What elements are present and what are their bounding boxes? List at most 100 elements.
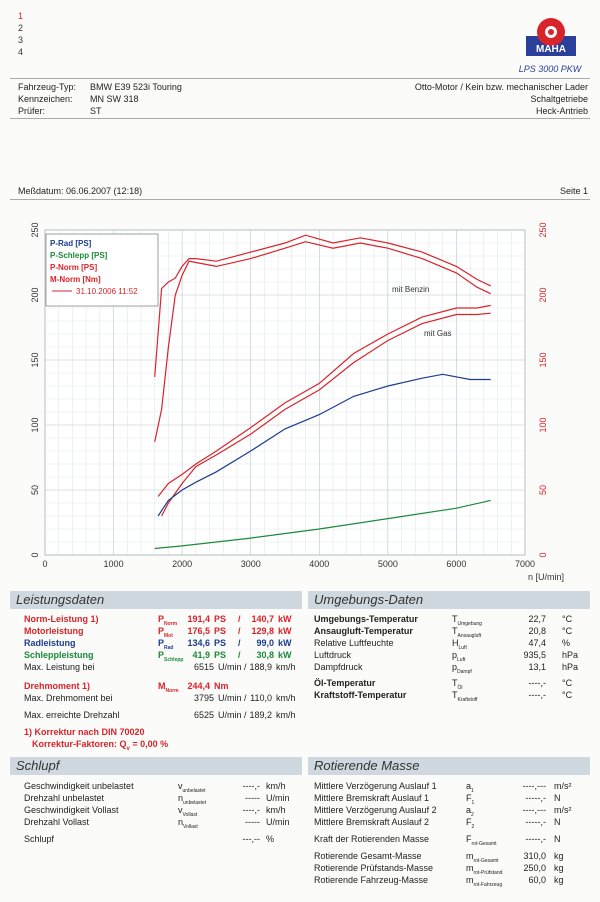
correction-note: 1) Korrektur nach DIN 70020 bbox=[24, 727, 145, 737]
formula-symbol: nunbelastet bbox=[178, 793, 207, 806]
ambient-label: Öl-Temperatur bbox=[314, 678, 376, 688]
separator: / bbox=[238, 626, 241, 636]
ambient-label: Luftdruck bbox=[314, 650, 352, 660]
chart-curves bbox=[154, 234, 491, 550]
rotating-mass-value: -----,- bbox=[525, 817, 546, 827]
ambient-value: 22,7 bbox=[528, 614, 546, 624]
rotating-mass-label: Rotierende Prüfstands-Masse bbox=[314, 863, 434, 873]
series-line bbox=[154, 499, 491, 550]
max-power-speed-unit: km/h bbox=[276, 662, 296, 672]
ambient-value: 13,1 bbox=[528, 662, 546, 672]
x-tick-label: 3000 bbox=[241, 559, 261, 569]
rotating-mass-label: Kraft der Rotierenden Masse bbox=[314, 834, 430, 844]
rotating-mass-unit: N bbox=[554, 817, 561, 827]
ambient-unit: °C bbox=[562, 614, 573, 624]
rotating-mass-value: ----,--- bbox=[522, 781, 546, 791]
rotating-mass-value: ----,--- bbox=[522, 805, 546, 815]
vehicle-value: BMW E39 523i Touring bbox=[90, 82, 182, 92]
y-tick-label-right: 0 bbox=[538, 552, 548, 557]
torque-unit: Nm bbox=[214, 681, 229, 691]
y-tick-label-right: 250 bbox=[538, 222, 548, 237]
measure-date: Meßdatum: 06.06.2007 (12:18) bbox=[18, 186, 143, 196]
y-tick-label-left: 150 bbox=[30, 352, 40, 367]
max-power-label: Max. Leistung bei bbox=[24, 662, 95, 672]
max-torque-label: Max. Drehmoment bei bbox=[24, 693, 113, 703]
series-line bbox=[161, 312, 491, 517]
slip-label: Geschwindigkeit unbelastet bbox=[24, 781, 134, 791]
slip-label: Drehzahl Vollast bbox=[24, 817, 90, 827]
power-value-kw: 140,7 bbox=[251, 614, 274, 624]
x-axis-label: n [U/min] bbox=[528, 572, 564, 582]
legend-entry: P-Rad [PS] bbox=[50, 239, 92, 248]
rotating-mass-value: -----,- bbox=[525, 793, 546, 803]
panel-title-schlupf: Schlupf bbox=[10, 757, 302, 775]
slip-unit: % bbox=[266, 834, 275, 844]
ambient-label: Relative Luftfeuchte bbox=[314, 638, 394, 648]
engine-info: Otto-Motor / Kein bzw. mechanischer Lade… bbox=[414, 82, 588, 92]
ambient-label: Umgebungs-Temperatur bbox=[314, 614, 418, 624]
slip-value: ----- bbox=[245, 793, 260, 803]
gearbox-info: Schaltgetriebe bbox=[530, 94, 588, 104]
max-torque-speed: 110,0 bbox=[250, 693, 272, 703]
annotation-gas: mit Gas bbox=[424, 329, 452, 338]
formula-symbol: PSchlepp bbox=[158, 650, 184, 663]
chart-legend: P-Rad [PS] P-Schlepp [PS] P-Norm [PS] M-Nor… bbox=[45, 233, 159, 307]
slip-unit: U/min bbox=[266, 817, 290, 827]
x-tick-label: 0 bbox=[42, 559, 47, 569]
rotating-mass-unit: kg bbox=[554, 863, 564, 873]
power-value-kw: 30,8 bbox=[256, 650, 274, 660]
power-unit-ps: PS bbox=[214, 626, 227, 636]
ambient-value: ----,- bbox=[528, 690, 547, 700]
rotating-mass-label: Rotierende Fahrzeug-Masse bbox=[314, 875, 429, 885]
formula-symbol: vVollast bbox=[178, 805, 198, 818]
rotating-mass-unit: kg bbox=[554, 875, 564, 885]
slip-label: Schlupf bbox=[24, 834, 55, 844]
curve-number: 4 bbox=[18, 47, 24, 57]
series-line bbox=[154, 234, 491, 377]
logo-subtitle: LPS 3000 PKW bbox=[518, 64, 582, 74]
max-rpm-value: 6525 bbox=[193, 710, 214, 720]
power-unit-kw: kW bbox=[278, 614, 292, 624]
rotating-mass-value: -----,- bbox=[525, 834, 546, 844]
power-unit-kw: kW bbox=[278, 626, 292, 636]
rotating-mass-unit: kg bbox=[554, 851, 564, 861]
y-tick-label-right: 50 bbox=[538, 485, 548, 495]
power-row-label: Norm-Leistung 1) bbox=[24, 614, 99, 624]
tester-label: Prüfer: bbox=[18, 106, 46, 116]
power-value-ps: 191,4 bbox=[187, 614, 210, 624]
slip-label: Drehzahl unbelastet bbox=[24, 793, 105, 803]
ambient-value: 20,8 bbox=[528, 626, 546, 636]
vehicle-label: Fahrzeug-Typ: bbox=[18, 82, 77, 92]
formula-symbol: TAnsaugluft bbox=[452, 626, 482, 639]
formula-symbol: pLuft bbox=[452, 650, 466, 663]
rotating-mass-label: Mittlere Verzögerung Auslauf 1 bbox=[314, 781, 437, 791]
panel-title-leistung: Leistungsdaten bbox=[10, 591, 302, 609]
legend-entry: P-Norm [PS] bbox=[50, 263, 97, 272]
curve-number-list: 1 2 3 4 bbox=[18, 10, 23, 58]
ambient-unit: hPa bbox=[562, 650, 579, 660]
formula-symbol: PRad bbox=[158, 638, 174, 651]
formula-symbol: a2 bbox=[466, 805, 474, 818]
ambient-unit: % bbox=[562, 638, 571, 648]
correction-factor: Korrektur-Faktoren: Qv = 0,00 % bbox=[32, 739, 169, 752]
y-tick-label-right: 100 bbox=[538, 417, 548, 432]
formula-symbol: HLuft bbox=[452, 638, 467, 651]
formula-symbol: TUmgebung bbox=[452, 614, 482, 627]
ambient-unit: °C bbox=[562, 690, 573, 700]
formula-symbol: pDampf bbox=[452, 662, 472, 675]
panel-title-rotierend: Rotierende Masse bbox=[308, 757, 590, 775]
rotating-mass-value: 60,0 bbox=[528, 875, 546, 885]
y-tick-label-left: 100 bbox=[30, 417, 40, 432]
max-rpm-unit: U/min / bbox=[218, 710, 247, 720]
page-number: Seite 1 bbox=[559, 186, 588, 196]
ambient-label: Kraftstoff-Temperatur bbox=[314, 690, 407, 700]
max-rpm-speed: 189,2 bbox=[249, 710, 272, 720]
rotating-mass-unit: N bbox=[554, 793, 561, 803]
y-tick-label-left: 0 bbox=[30, 552, 40, 557]
power-row-label: Radleistung bbox=[24, 638, 76, 648]
formula-symbol: nVollast bbox=[178, 817, 198, 830]
torque-value: 244,4 bbox=[187, 681, 210, 691]
legend-entry: 31.10.2006 11:52 bbox=[76, 287, 138, 296]
